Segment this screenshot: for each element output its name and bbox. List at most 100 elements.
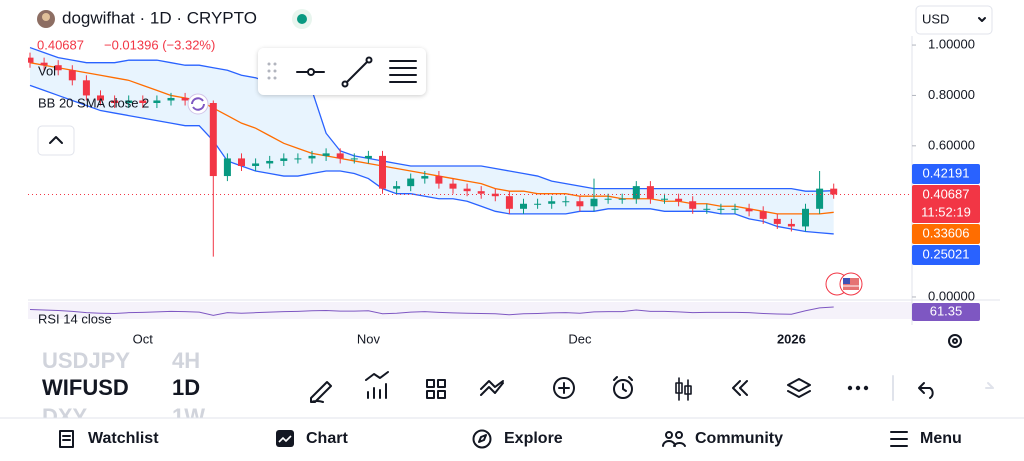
bottom-nav: Watchlist Chart Explore Community Menu	[59, 429, 962, 449]
currency-label: USD	[922, 11, 949, 26]
candle-body	[350, 158, 358, 160]
candle-body	[759, 211, 767, 219]
candle-body	[830, 188, 838, 195]
currency-select[interactable]	[915, 5, 993, 35]
candle-body	[139, 100, 147, 103]
watchlist-strip[interactable]: USDJPY 4H WIFUSD 1D DXY 1W	[42, 348, 205, 429]
candle-body	[435, 176, 443, 184]
candle-body	[449, 183, 457, 189]
candle-body	[534, 203, 542, 205]
chart-type-tool[interactable]	[675, 377, 692, 401]
community-icon[interactable]	[662, 431, 686, 447]
replay-tool[interactable]	[732, 380, 748, 396]
loading-icon	[191, 97, 205, 111]
candle-body	[54, 65, 62, 71]
candle-body	[463, 188, 471, 192]
nav-item[interactable]: Explore	[504, 430, 563, 447]
rsi-pane: RSI 14 close	[28, 302, 912, 326]
bb-legend[interactable]: BB 20 SMA close 2	[38, 95, 149, 110]
candle-body	[816, 188, 824, 209]
alert-tool[interactable]	[613, 379, 633, 399]
drag-handle[interactable]	[267, 62, 277, 80]
next-symbol[interactable]: DXY	[42, 404, 88, 429]
candle-body	[802, 208, 809, 227]
candle-body	[590, 198, 598, 207]
flag-icon	[843, 278, 859, 290]
candle-body	[266, 160, 274, 164]
candle-body	[181, 97, 189, 101]
fib-tool[interactable]	[389, 60, 417, 83]
previous-symbol[interactable]: USDJPY	[42, 348, 130, 373]
layers-tool[interactable]	[787, 378, 811, 398]
candle-body	[717, 208, 725, 210]
trend-line-tool[interactable]	[341, 56, 373, 88]
indicator-loading	[187, 93, 209, 115]
candle-body	[111, 100, 119, 103]
symbol-title[interactable]: dogwifhat · 1D · CRYPTO	[62, 8, 257, 27]
chevron-up	[49, 136, 63, 144]
candle-body	[421, 176, 429, 179]
add-tool[interactable]	[553, 377, 575, 399]
redo-tool[interactable]	[985, 382, 994, 389]
last-price: 0.40687	[37, 37, 84, 52]
horizontal-ray-tool[interactable]	[296, 68, 325, 76]
previous-interval[interactable]: 4H	[172, 348, 200, 373]
nav-item[interactable]: Community	[695, 430, 783, 447]
indicators-tool[interactable]	[365, 371, 389, 399]
candle-body	[153, 100, 161, 103]
x-tick-label: Oct	[133, 331, 154, 346]
candle-body	[280, 158, 288, 161]
x-tick-label: 2026	[777, 331, 806, 346]
nav-item[interactable]: Menu	[920, 430, 962, 447]
collapse-legend-button[interactable]	[37, 125, 75, 156]
bb-fill	[30, 47, 834, 234]
menu-icon[interactable]	[890, 431, 908, 447]
settings-button[interactable]	[948, 334, 962, 348]
countdown: 11:52:19	[921, 204, 971, 219]
drawing-toolbar	[258, 48, 426, 95]
alert-icon	[613, 376, 633, 392]
volume-legend[interactable]: Vol	[38, 63, 56, 78]
candle-body	[40, 62, 48, 66]
candle-body	[125, 100, 133, 103]
bb-upper-badge	[912, 164, 980, 184]
templates-tool[interactable]	[426, 379, 446, 399]
candle-body	[520, 203, 527, 209]
draw-tool[interactable]	[310, 381, 332, 403]
bb-lower-line	[29, 84, 834, 235]
symbol-logo-face	[42, 13, 50, 21]
chart-icon[interactable]	[276, 430, 294, 447]
nav-item[interactable]: Watchlist	[88, 430, 159, 447]
candle-body	[308, 155, 316, 159]
candle-body	[364, 155, 372, 159]
last-price-label: 0.40687	[923, 186, 970, 201]
bb-basis-label: 0.33606	[923, 225, 970, 240]
rsi-line	[29, 306, 834, 316]
next-interval[interactable]: 1W	[172, 404, 205, 429]
bb-upper-label: 0.42191	[923, 165, 970, 180]
explore-icon[interactable]	[472, 429, 492, 449]
current-symbol[interactable]: WIFUSD	[42, 375, 129, 400]
current-interval[interactable]: 1D	[172, 375, 200, 400]
candle-body	[632, 186, 640, 199]
price-axis: 1.00000 0.80000 0.60000 0.00000 0.42191 0.406…	[912, 36, 980, 321]
candle-body	[294, 158, 302, 160]
candle-body	[167, 97, 175, 101]
candle-body	[787, 223, 795, 227]
market-status-dot	[297, 14, 307, 24]
undo-tool[interactable]	[918, 382, 934, 399]
compare-tool[interactable]	[480, 380, 504, 396]
nav-item[interactable]: Chart	[306, 430, 348, 447]
candle-body	[675, 198, 683, 202]
rsi-value: 61.35	[930, 303, 963, 318]
more-tool[interactable]	[847, 385, 869, 391]
last-price-badge	[912, 185, 980, 223]
rsi-background	[28, 302, 912, 319]
candle-body	[223, 158, 231, 177]
candle-body	[238, 158, 245, 166]
candle-body	[28, 57, 34, 63]
y-tick-label: 0.60000	[928, 137, 975, 152]
watchlist-icon[interactable]	[59, 430, 74, 448]
candle-body	[477, 191, 485, 194]
add-icon	[558, 382, 570, 394]
